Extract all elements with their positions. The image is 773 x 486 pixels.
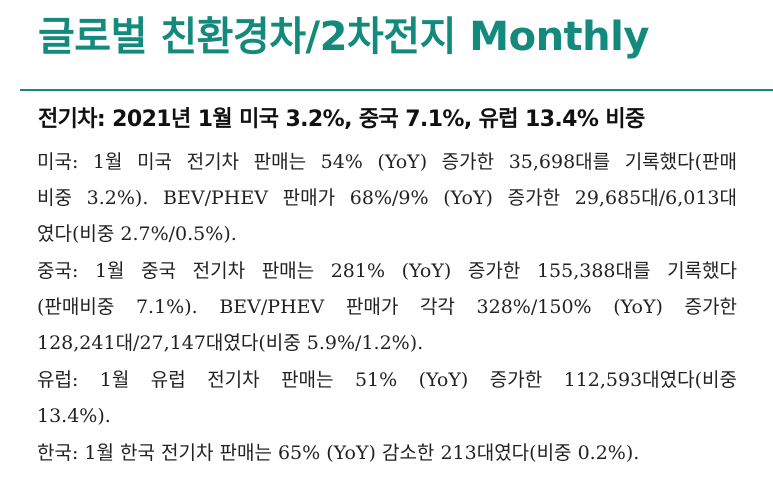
- text-line: 였다(비중 2.7%/0.5%).: [37, 223, 237, 245]
- text-line: (판매비중 7.1%). BEV/PHEV 판매가 각각 328%/150% (…: [37, 296, 737, 318]
- text-line: 중국: 1월 중국 전기차 판매는 281% (YoY) 증가한 155,388…: [37, 260, 737, 282]
- page-title: 글로벌 친환경차/2차전지 Monthly: [38, 14, 649, 60]
- text-line: 미국: 1월 미국 전기차 판매는 54% (YoY) 증가한 35,698대를…: [37, 151, 737, 173]
- section-heading: 전기차: 2021년 1월 미국 3.2%, 중국 7.1%, 유럽 13.4%…: [38, 107, 645, 132]
- section-body: 미국: 1월 미국 전기차 판매는 54% (YoY) 증가한 35,698대를…: [37, 144, 737, 472]
- text-line: 한국: 1월 한국 전기차 판매는 65% (YoY) 감소한 213대였다(비…: [37, 442, 640, 464]
- text-line: 비중 3.2%). BEV/PHEV 판매가 68%/9% (YoY) 증가한 …: [37, 187, 737, 209]
- text-line: 13.4%).: [37, 405, 111, 427]
- text-line: 유럽: 1월 유럽 전기차 판매는 51% (YoY) 증가한 112,593대…: [37, 369, 737, 391]
- title-rule: [20, 89, 773, 91]
- paragraph: 미국: 1월 미국 전기차 판매는 54% (YoY) 증가한 35,698대를…: [37, 144, 737, 252]
- paragraph: 한국: 1월 한국 전기차 판매는 65% (YoY) 감소한 213대였다(비…: [37, 435, 737, 471]
- text-line: 128,241대/27,147대였다(비중 5.9%/1.2%).: [37, 332, 424, 354]
- paragraph: 중국: 1월 중국 전기차 판매는 281% (YoY) 증가한 155,388…: [37, 253, 737, 361]
- paragraph: 유럽: 1월 유럽 전기차 판매는 51% (YoY) 증가한 112,593대…: [37, 362, 737, 434]
